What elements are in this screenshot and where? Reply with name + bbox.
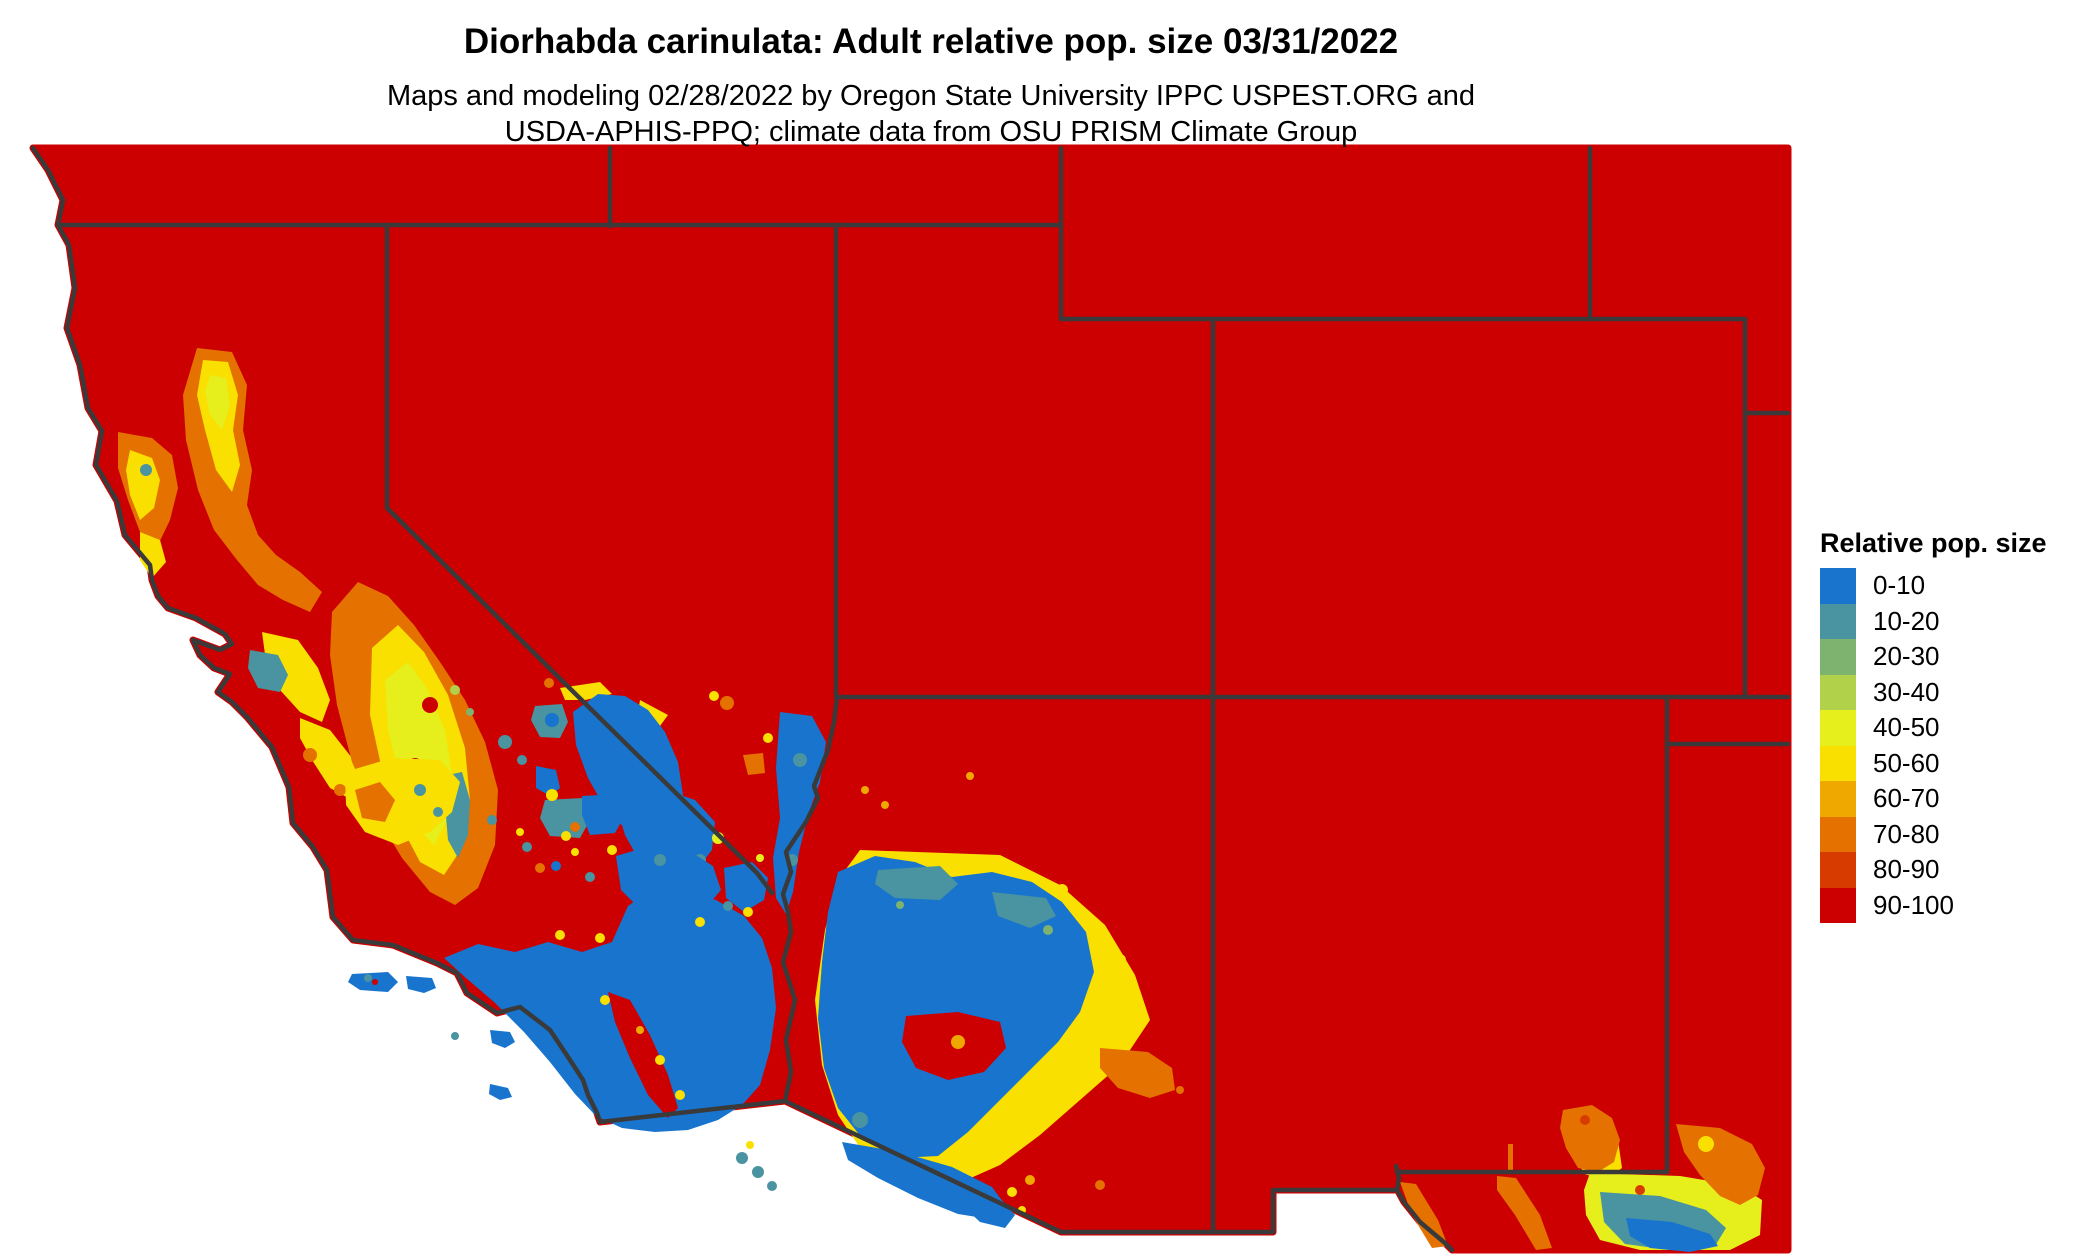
legend-item-label: 90-100 (1873, 889, 1954, 920)
legend-swatch (1820, 639, 1856, 675)
border-nevada-arizona-river (780, 694, 840, 1104)
legend-item-label: 50-60 (1873, 747, 1940, 778)
legend-item-label: 60-70 (1873, 783, 1940, 814)
legend-item-20-30: 20-30 (1820, 639, 2047, 675)
legend: Relative pop. size 0-10 10-20 20-30 30-40 40… (1820, 528, 2047, 923)
subtitle-line-1: Maps and modeling 02/28/2022 by Oregon S… (386, 80, 1476, 112)
subtitle-line-2: USDA-APHIS-PPQ; climate data from OSU PR… (504, 116, 1358, 148)
legend-item-label: 20-30 (1873, 641, 1940, 672)
legend-item-label: 30-40 (1873, 676, 1940, 707)
legend-swatch (1820, 781, 1856, 817)
legend-item-60-70: 60-70 (1820, 781, 2047, 817)
legend-swatch (1820, 674, 1856, 710)
raster-overlays (118, 348, 1765, 1252)
legend-item-10-20: 10-20 (1820, 603, 2047, 639)
legend-swatch (1820, 745, 1856, 781)
legend-item-label: 10-20 (1873, 605, 1940, 636)
legend-swatch (1820, 710, 1856, 746)
coastline-international-border (30, 145, 1455, 1253)
legend-swatch (1820, 603, 1856, 639)
subtitle: Maps and modeling 02/28/2022 by Oregon S… (0, 78, 1862, 150)
legend-swatch (1820, 568, 1856, 604)
border-newmexico-texas (1394, 694, 1791, 1175)
legend-item-0-10: 0-10 (1820, 568, 2047, 604)
border-rio-grande-upper (1393, 1163, 1402, 1193)
legend-swatch (1820, 887, 1856, 923)
legend-item-label: 70-80 (1873, 818, 1940, 849)
legend-item-90-100: 90-100 (1820, 887, 2047, 923)
legend-swatch (1820, 852, 1856, 888)
legend-item-80-90: 80-90 (1820, 852, 2047, 888)
header: Diorhabda carinulata: Adult relative pop… (0, 22, 1862, 150)
legend-item-label: 80-90 (1873, 854, 1940, 885)
page-title: Diorhabda carinulata: Adult relative pop… (463, 22, 1399, 61)
legend-items: 0-10 10-20 20-30 30-40 40-50 50-60 60-70 70-80 8… (1820, 568, 2047, 923)
legend-item-label: 0-10 (1873, 570, 1926, 601)
border-california-nevada (384, 222, 775, 896)
legend-title: Relative pop. size (1820, 528, 2047, 558)
state-borders (55, 145, 1791, 1235)
legend-item-50-60: 50-60 (1820, 745, 2047, 781)
legend-item-30-40: 30-40 (1820, 674, 2047, 710)
legend-item-70-80: 70-80 (1820, 816, 2047, 852)
legend-swatch (1820, 816, 1856, 852)
legend-item-label: 40-50 (1873, 712, 1940, 743)
legend-item-40-50: 40-50 (1820, 710, 2047, 746)
